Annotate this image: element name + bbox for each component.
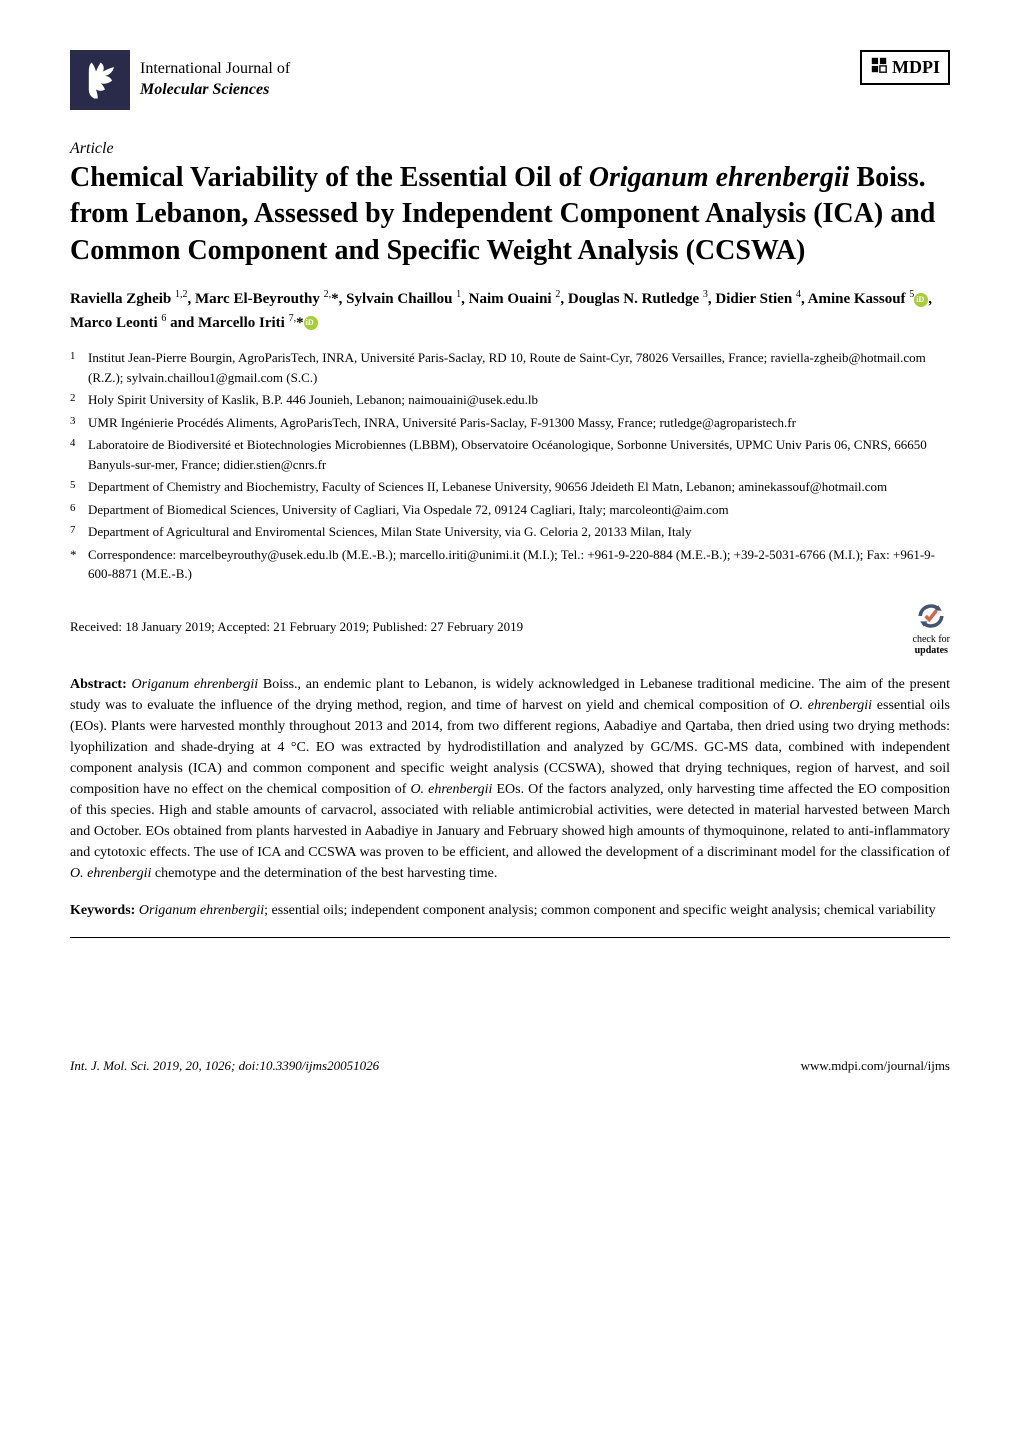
- dates-text: Received: 18 January 2019; Accepted: 21 …: [70, 619, 523, 635]
- article-title: Chemical Variability of the Essential Oi…: [70, 160, 950, 269]
- affiliation: 7Department of Agricultural and Envirome…: [88, 522, 950, 542]
- author: Raviella Zgheib 1,2, Marc El-Beyrouthy 2…: [70, 291, 932, 331]
- check-updates-icon: [913, 598, 949, 634]
- footer-url: www.mdpi.com/journal/ijms: [801, 1058, 950, 1074]
- footer-citation: Int. J. Mol. Sci. 2019, 20, 1026; doi:10…: [70, 1058, 379, 1074]
- authors-block: Raviella Zgheib 1,2, Marc El-Beyrouthy 2…: [70, 287, 950, 334]
- affiliation-num: 7: [70, 522, 88, 542]
- check-updates-line2: updates: [915, 645, 948, 656]
- abstract-species: O. ehrenbergii: [70, 866, 151, 881]
- affiliation-num: 2: [70, 390, 88, 410]
- affiliation: 1Institut Jean-Pierre Bourgin, AgroParis…: [88, 348, 950, 387]
- affiliation-num: 1: [70, 348, 88, 387]
- affiliation-text: UMR Ingénierie Procédés Aliments, AgroPa…: [88, 413, 796, 433]
- affiliation: 3UMR Ingénierie Procédés Aliments, AgroP…: [88, 413, 950, 433]
- mdpi-logo: MDPI: [860, 50, 950, 85]
- publisher-name: MDPI: [892, 57, 940, 78]
- journal-logo-block: International Journal of Molecular Scien…: [70, 50, 290, 110]
- affiliation-text: Laboratoire de Biodiversité et Biotechno…: [88, 435, 950, 474]
- article-type: Article: [70, 140, 950, 158]
- affiliations-block: 1Institut Jean-Pierre Bourgin, AgroParis…: [70, 348, 950, 584]
- journal-icon: [70, 50, 130, 110]
- abstract-species: Origanum ehrenbergii: [132, 677, 259, 692]
- page-footer: Int. J. Mol. Sci. 2019, 20, 1026; doi:10…: [70, 1058, 950, 1074]
- check-updates-badge[interactable]: check for updates: [913, 598, 950, 656]
- abstract-species: O. ehrenbergii: [410, 782, 492, 797]
- title-prefix: Chemical Variability of the Essential Oi…: [70, 162, 582, 193]
- affiliation-text: Institut Jean-Pierre Bourgin, AgroParisT…: [88, 348, 950, 387]
- abstract-text: chemotype and the determination of the b…: [151, 866, 497, 881]
- affiliation-text: Department of Biomedical Sciences, Unive…: [88, 500, 729, 520]
- affiliation: 2Holy Spirit University of Kaslik, B.P. …: [88, 390, 950, 410]
- check-updates-line1: check for: [913, 634, 950, 645]
- affiliation-text: Department of Agricultural and Enviromen…: [88, 522, 692, 542]
- affiliation-num: 4: [70, 435, 88, 474]
- keywords-block: Keywords: Origanum ehrenbergii; essentia…: [70, 900, 950, 921]
- affiliation: 5Department of Chemistry and Biochemistr…: [88, 477, 950, 497]
- separator: [70, 937, 950, 938]
- journal-name: International Journal of Molecular Scien…: [140, 59, 290, 101]
- dates-row: Received: 18 January 2019; Accepted: 21 …: [70, 598, 950, 656]
- mdpi-icon: [870, 56, 888, 79]
- abstract-block: Abstract: Origanum ehrenbergii Boiss., a…: [70, 674, 950, 884]
- orcid-icon: [304, 316, 318, 330]
- keywords-text: ; essential oils; independent component …: [264, 903, 935, 918]
- affiliation-num: 3: [70, 413, 88, 433]
- correspondence: *Correspondence: marcelbeyrouthy@usek.ed…: [88, 545, 950, 584]
- abstract-species: O. ehrenbergii: [789, 698, 872, 713]
- journal-name-line2: Molecular Sciences: [140, 80, 290, 101]
- correspondence-marker: *: [70, 545, 88, 584]
- keywords-species: Origanum ehrenbergii: [139, 903, 264, 918]
- affiliation-text: Holy Spirit University of Kaslik, B.P. 4…: [88, 390, 538, 410]
- keywords-label: Keywords:: [70, 903, 135, 918]
- abstract-label: Abstract:: [70, 677, 127, 692]
- affiliation: 4Laboratoire de Biodiversité et Biotechn…: [88, 435, 950, 474]
- orcid-icon: [914, 293, 928, 307]
- page-header: International Journal of Molecular Scien…: [70, 50, 950, 110]
- affiliation-num: 5: [70, 477, 88, 497]
- journal-name-line1: International Journal of: [140, 59, 290, 80]
- title-species: Origanum ehrenbergii: [589, 162, 850, 193]
- affiliation-text: Department of Chemistry and Biochemistry…: [88, 477, 887, 497]
- correspondence-text: Correspondence: marcelbeyrouthy@usek.edu…: [88, 545, 950, 584]
- affiliation: 6Department of Biomedical Sciences, Univ…: [88, 500, 950, 520]
- affiliation-num: 6: [70, 500, 88, 520]
